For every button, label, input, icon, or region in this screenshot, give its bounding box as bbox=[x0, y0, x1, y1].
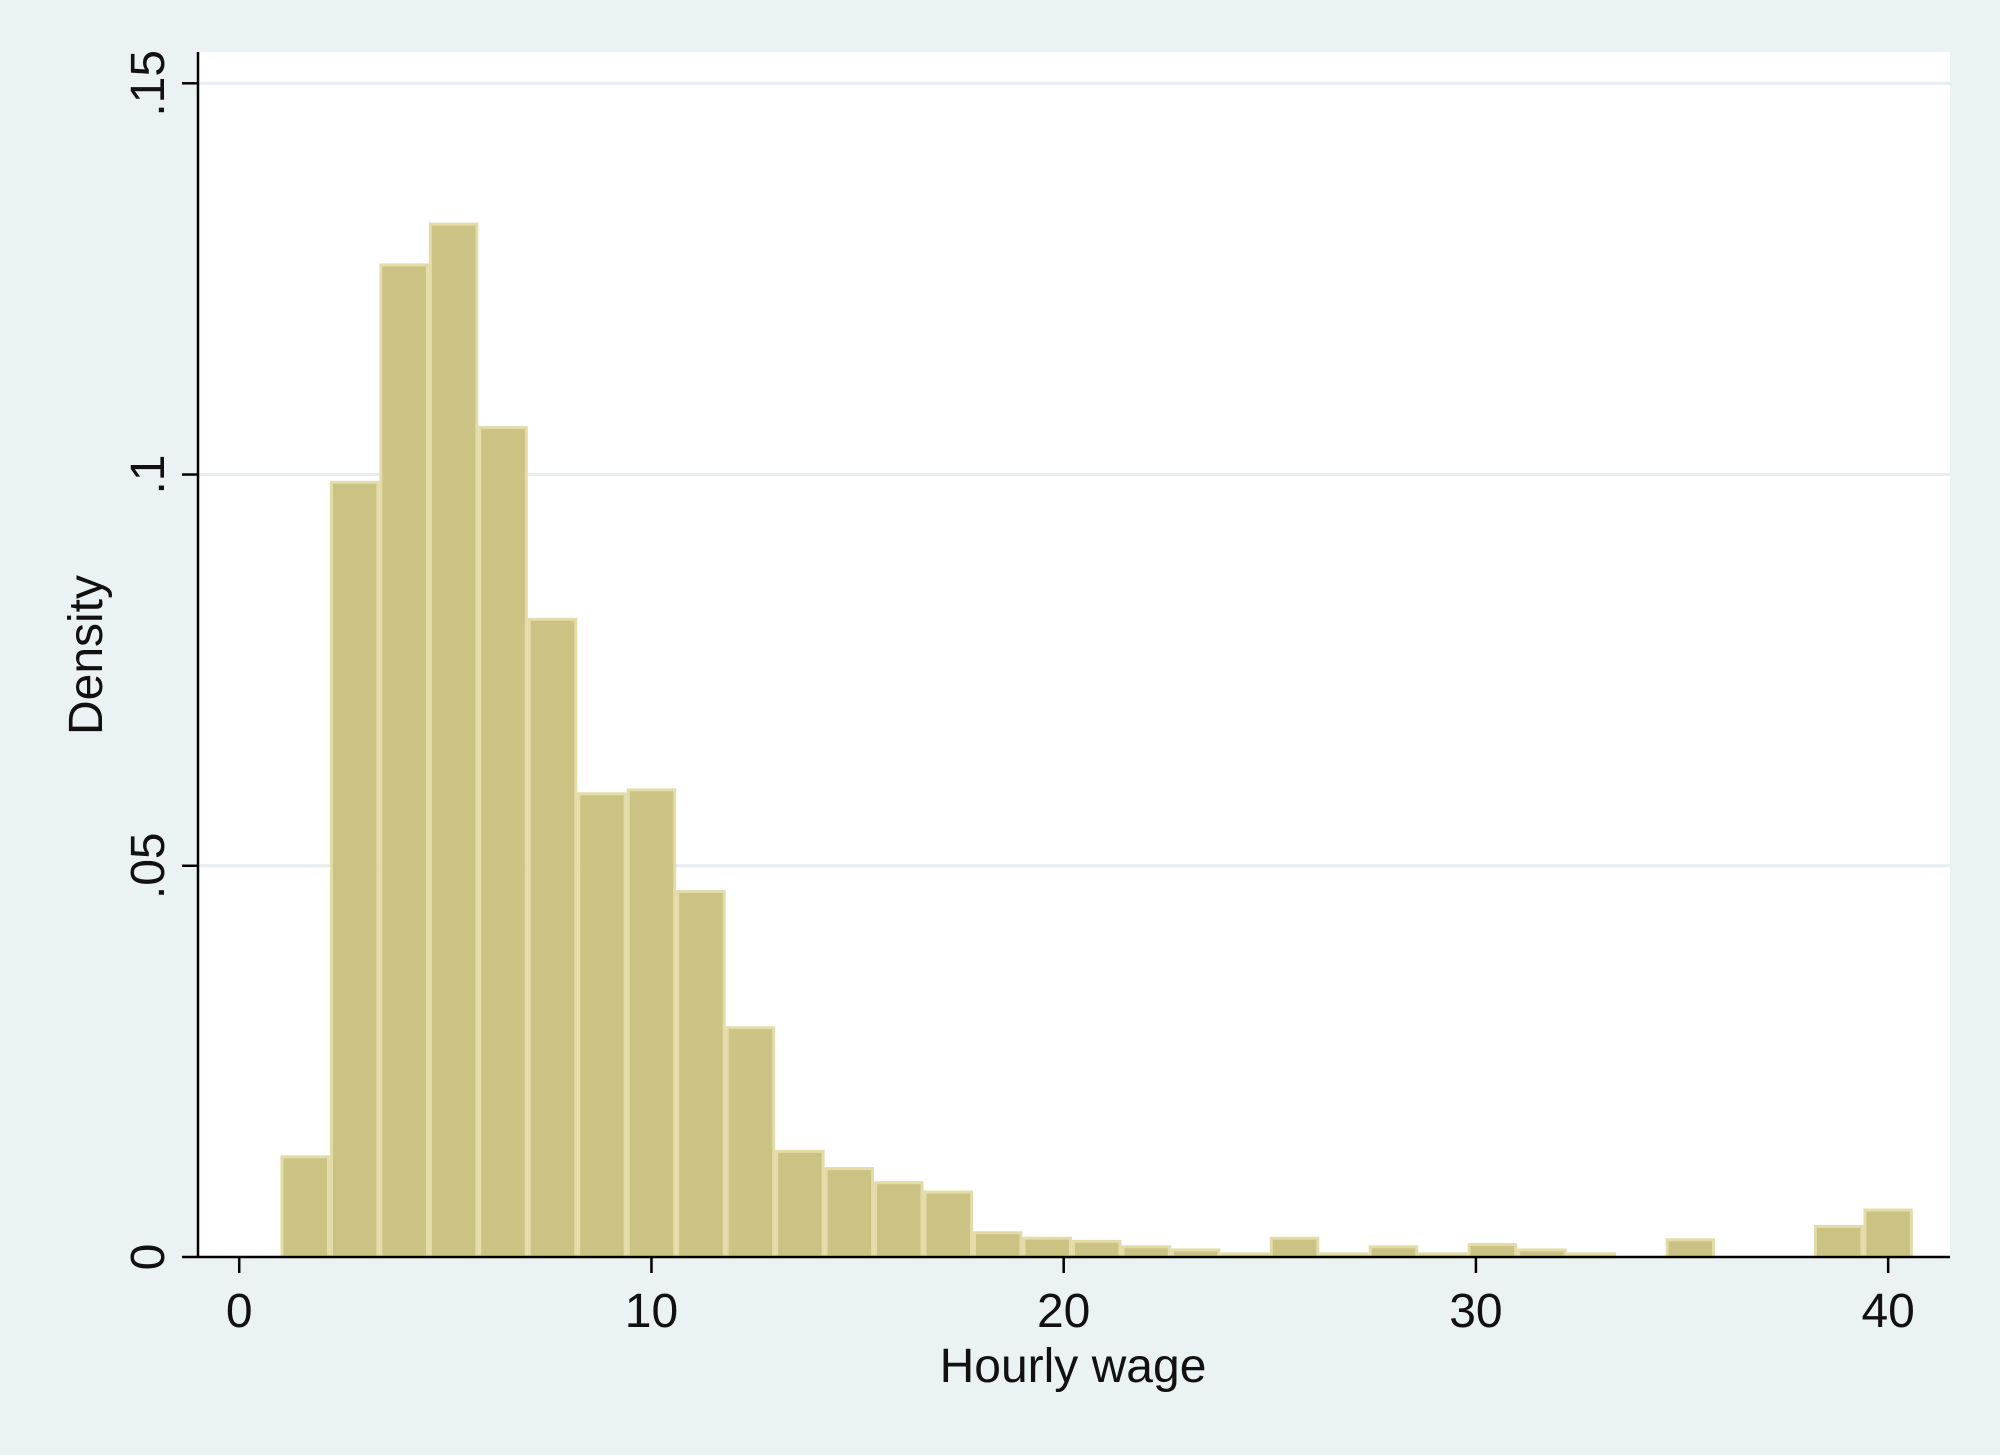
y-tick-label-0: 0 bbox=[122, 1244, 175, 1271]
histogram-bar-11 bbox=[824, 1167, 875, 1259]
x-tick-label-2: 20 bbox=[1037, 1285, 1090, 1338]
histogram-bar-12 bbox=[874, 1181, 924, 1259]
histogram-bar-31 bbox=[1813, 1224, 1864, 1259]
x-tick-label-3: 30 bbox=[1449, 1285, 1502, 1338]
histogram-bar-2 bbox=[379, 263, 429, 1259]
y-axis-ticks: 0 .05 .1 .15 bbox=[122, 50, 198, 1270]
x-tick-label-1: 10 bbox=[625, 1285, 678, 1338]
x-tick-label-4: 40 bbox=[1861, 1285, 1914, 1338]
histogram-bar-28 bbox=[1665, 1238, 1716, 1259]
histogram-bar-0 bbox=[280, 1155, 330, 1259]
x-tick-label-0: 0 bbox=[226, 1285, 253, 1338]
histogram-bar-10 bbox=[775, 1149, 825, 1259]
histogram-bar-3 bbox=[428, 222, 479, 1259]
histogram-bar-15 bbox=[1022, 1236, 1072, 1259]
histogram-bar-4 bbox=[478, 426, 528, 1259]
y-tick-label-3: .15 bbox=[122, 50, 175, 117]
y-tick-label-1: .05 bbox=[122, 832, 175, 899]
histogram-bar-16 bbox=[1071, 1239, 1122, 1259]
histogram-bar-13 bbox=[923, 1190, 974, 1259]
histogram-bar-32 bbox=[1863, 1208, 1913, 1259]
histogram-bar-8 bbox=[676, 890, 726, 1259]
y-axis-title: Density bbox=[60, 575, 113, 735]
y-tick-label-2: .1 bbox=[122, 455, 175, 495]
histogram-bar-5 bbox=[527, 617, 578, 1259]
histogram-bar-17 bbox=[1121, 1245, 1171, 1259]
histogram-bar-6 bbox=[577, 792, 627, 1259]
histogram-bar-24 bbox=[1467, 1242, 1518, 1259]
x-axis-title: Hourly wage bbox=[940, 1340, 1207, 1393]
histogram-bar-14 bbox=[973, 1231, 1023, 1259]
histogram-bar-7 bbox=[626, 788, 677, 1259]
histogram-bar-22 bbox=[1368, 1245, 1419, 1259]
histogram-bar-9 bbox=[725, 1026, 776, 1259]
x-axis-ticks: 0 10 20 30 40 bbox=[226, 1257, 1915, 1338]
histogram-bar-20 bbox=[1269, 1236, 1320, 1259]
histogram-bars bbox=[280, 222, 1913, 1259]
histogram-bar-1 bbox=[329, 480, 380, 1259]
